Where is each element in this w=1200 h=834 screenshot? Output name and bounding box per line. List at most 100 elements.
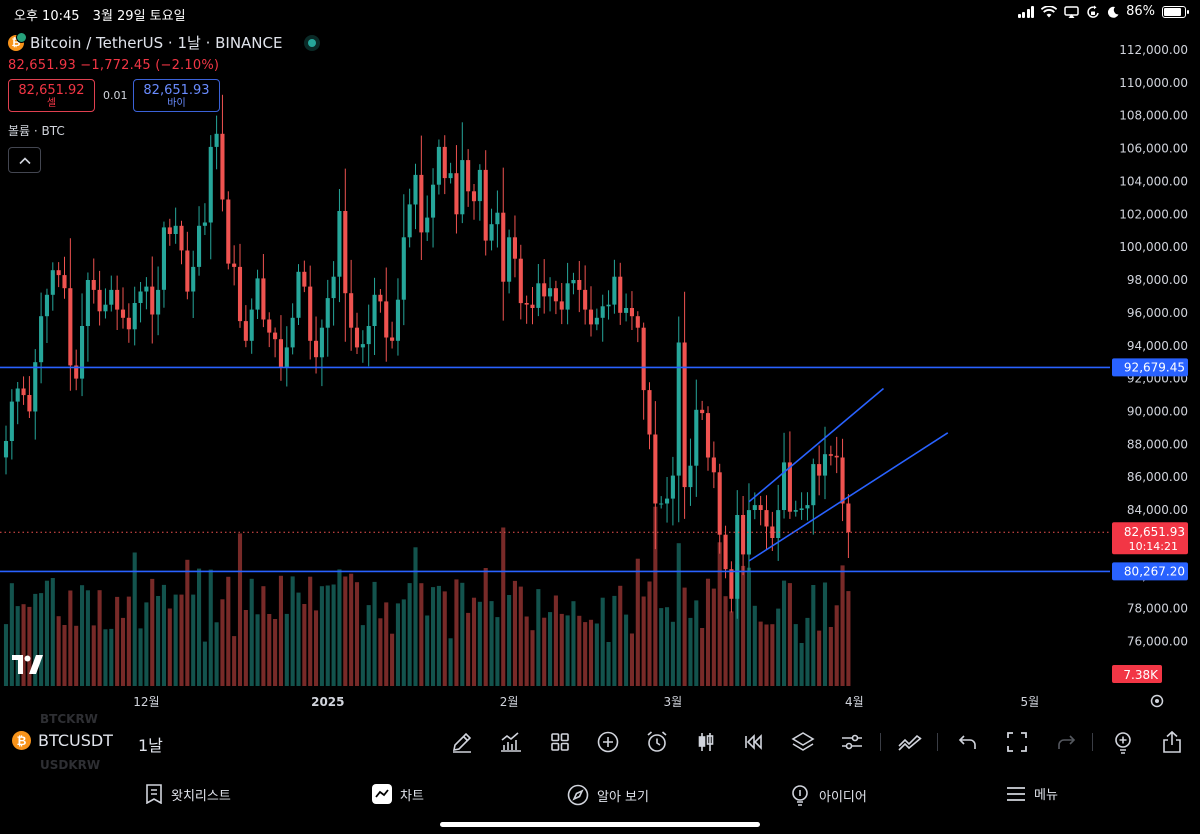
volume-bar — [466, 612, 471, 686]
volume-bar — [384, 602, 389, 686]
idea-icon[interactable] — [1110, 729, 1136, 755]
volume-bar — [232, 636, 237, 686]
channel-line-upper[interactable] — [748, 387, 885, 503]
volume-bar — [518, 586, 523, 686]
collapse-legend-button[interactable] — [8, 147, 41, 173]
candle-body — [483, 169, 488, 241]
volume-bar — [682, 587, 687, 686]
candle-body — [688, 465, 693, 488]
undo-icon[interactable] — [955, 729, 981, 755]
volume-bar — [489, 601, 494, 686]
volume-bar — [741, 565, 746, 686]
volume-bar — [220, 599, 225, 686]
sell-button[interactable]: 82,651.92 셀 — [8, 79, 95, 112]
candle-body — [378, 294, 383, 302]
interval-selector[interactable]: 1날 — [138, 736, 163, 755]
volume-bar — [442, 591, 447, 686]
axis-settings-icon[interactable] — [1150, 694, 1164, 708]
toolbar-divider — [880, 733, 881, 751]
candle-body — [501, 212, 506, 282]
channel-line-lower[interactable] — [748, 432, 949, 562]
candle-body — [764, 510, 769, 527]
price-tick-label: 94,000.00 — [1127, 339, 1188, 353]
symbol-title[interactable]: Bitcoin / TetherUS · 1날 · BINANCE — [30, 34, 283, 52]
symbol-selector[interactable]: ₿ BTCUSDT — [12, 731, 113, 750]
volume-bar — [594, 623, 599, 686]
svg-text:10:14:21: 10:14:21 — [1129, 540, 1178, 553]
replay-icon[interactable] — [741, 729, 767, 755]
redo-icon[interactable] — [1053, 729, 1079, 755]
candle-body — [44, 294, 49, 317]
tradingview-logo[interactable] — [12, 655, 44, 674]
candle-icon[interactable] — [693, 729, 719, 755]
settings-icon[interactable] — [839, 729, 865, 755]
nav-chart[interactable]: 차트 — [372, 784, 424, 804]
symbol-name: BTCUSDT — [38, 731, 113, 750]
candle-body — [536, 283, 541, 308]
candle-body — [366, 326, 371, 345]
time-tick-label: 5월 — [1020, 695, 1039, 709]
volume-bar — [44, 580, 49, 686]
volume-bar — [91, 625, 96, 686]
volume-label[interactable]: 볼륨 · BTC — [8, 124, 65, 138]
indicators-icon[interactable] — [498, 729, 524, 755]
candle-body — [665, 498, 670, 504]
volume-bar — [571, 601, 576, 686]
candle-body — [68, 288, 73, 366]
candle-body — [331, 276, 336, 299]
time-tick-label: 3월 — [664, 695, 683, 709]
wifi-icon — [1041, 5, 1058, 17]
volume-bar — [828, 627, 833, 686]
volume-bar — [618, 585, 623, 686]
alarm-icon[interactable] — [644, 729, 670, 755]
trend-icon[interactable] — [897, 729, 923, 755]
candle-body — [694, 409, 699, 466]
nav-watchlist[interactable]: 왓치리스트 — [145, 784, 231, 804]
candle-body — [360, 344, 365, 348]
volume-bar — [349, 573, 354, 686]
fullscreen-icon[interactable] — [1004, 729, 1030, 755]
volume-bar — [600, 597, 605, 686]
svg-text:82,651.93: 82,651.93 — [1124, 525, 1185, 539]
price-tick-label: 88,000.00 — [1127, 437, 1188, 451]
candle-body — [477, 169, 482, 202]
buy-button[interactable]: 82,651.93 바이 — [133, 79, 220, 112]
layouts-icon[interactable] — [547, 729, 573, 755]
status-bar: 오후 10:45 3월 29일 토요일 86% — [0, 0, 1200, 26]
volume-bar — [676, 543, 681, 686]
price-tick-label: 96,000.00 — [1127, 306, 1188, 320]
nav-explore[interactable]: 알아 보기 — [567, 784, 649, 806]
candle-body — [56, 270, 61, 276]
volume-bar — [653, 506, 658, 686]
nav-ideas[interactable]: 아이디어 — [789, 784, 867, 806]
volume-bar — [729, 611, 734, 686]
volume-bar — [197, 568, 202, 686]
candle-body — [618, 276, 623, 313]
candle-body — [138, 291, 143, 303]
volume-bar — [15, 606, 20, 686]
volume-bar — [495, 617, 500, 686]
candle-body — [237, 266, 243, 322]
volume-bar — [337, 569, 342, 686]
candle-body — [126, 317, 131, 330]
candle-body — [384, 301, 389, 338]
candle-body — [489, 224, 494, 241]
volume-bar — [343, 576, 348, 686]
candle-body — [74, 365, 79, 379]
layers-icon[interactable] — [790, 729, 816, 755]
candle-body — [425, 217, 430, 233]
pencil-icon[interactable] — [449, 729, 475, 755]
candle-body — [460, 160, 465, 215]
candle-body — [653, 434, 658, 504]
volume-bar — [717, 542, 722, 686]
plus-icon[interactable] — [595, 729, 621, 755]
buy-label: 바이 — [167, 98, 186, 109]
volume-bar — [705, 578, 711, 686]
share-icon[interactable] — [1159, 729, 1185, 755]
price-chart[interactable]: 76,000.0078,000.0080,000.0082,000.0084,0… — [0, 26, 1200, 716]
volume-bar — [290, 576, 295, 686]
candle-body — [284, 347, 289, 368]
symbol-scroller-below: USDKRW — [40, 758, 101, 772]
volume-bar — [308, 576, 313, 686]
nav-menu[interactable]: 메뉴 — [1006, 784, 1058, 803]
